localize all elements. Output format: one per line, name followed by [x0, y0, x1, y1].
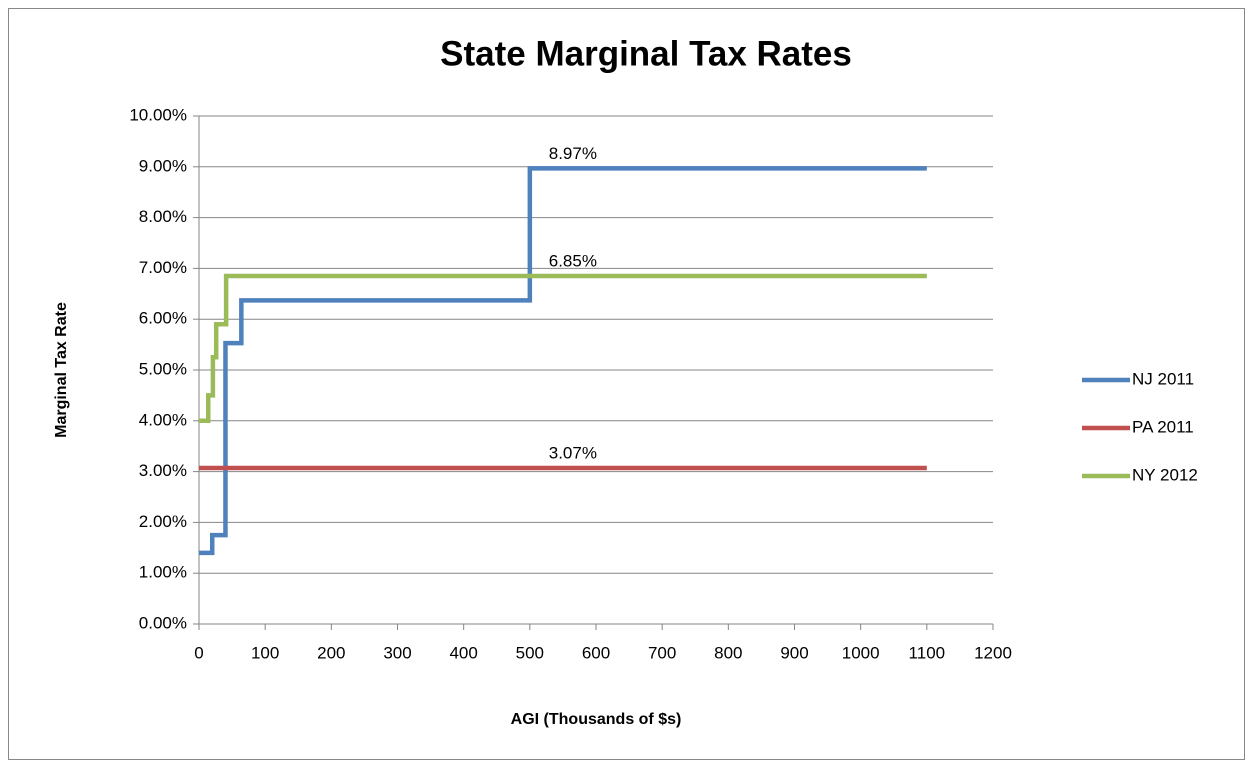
- y-tick-label: 7.00%: [139, 258, 187, 277]
- x-tick-label: 500: [516, 643, 544, 662]
- series-line: [199, 273, 927, 424]
- x-tick-label: 1000: [842, 643, 880, 662]
- series-line: [199, 166, 927, 556]
- data-label: 8.97%: [549, 144, 597, 163]
- x-tick-label: 900: [780, 643, 808, 662]
- y-tick-label: 6.00%: [139, 309, 187, 328]
- y-tick-label: 0.00%: [139, 613, 187, 632]
- y-tick-label: 1.00%: [139, 563, 187, 582]
- y-tick-label: 10.00%: [129, 105, 187, 124]
- y-tick-label: 4.00%: [139, 410, 187, 429]
- y-tick-label: 3.00%: [139, 461, 187, 480]
- legend-label: PA 2011: [1132, 417, 1194, 436]
- data-label: 3.07%: [549, 444, 597, 463]
- x-tick-label: 1200: [974, 643, 1012, 662]
- y-tick-label: 8.00%: [139, 207, 187, 226]
- legend-label: NJ 2011: [1132, 369, 1194, 388]
- y-tick-label: 2.00%: [139, 512, 187, 531]
- x-tick-label: 200: [317, 643, 345, 662]
- chart-title: State Marginal Tax Rates: [440, 34, 852, 73]
- x-tick-label: 100: [251, 643, 279, 662]
- x-tick-label: 0: [194, 643, 203, 662]
- y-tick-label: 5.00%: [139, 359, 187, 378]
- x-tick-label: 800: [714, 643, 742, 662]
- legend-label: NY 2012: [1132, 465, 1198, 484]
- x-tick-label: 400: [449, 643, 477, 662]
- x-tick-label: 700: [648, 643, 676, 662]
- x-tick-label: 600: [582, 643, 610, 662]
- y-axis-label: Marginal Tax Rate: [53, 302, 70, 438]
- x-tick-label: 300: [383, 643, 411, 662]
- y-tick-label: 9.00%: [139, 156, 187, 175]
- data-label: 6.85%: [549, 252, 597, 271]
- x-tick-label: 1100: [909, 643, 946, 662]
- x-axis-label: AGI (Thousands of $s): [511, 711, 682, 728]
